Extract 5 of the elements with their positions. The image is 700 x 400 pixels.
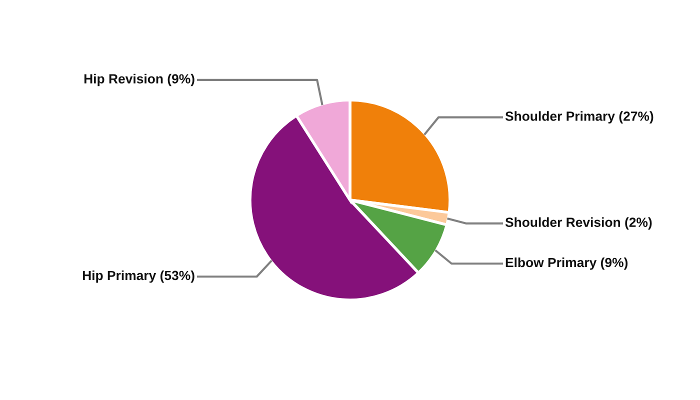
slice-label: Elbow Primary (9%) (506, 257, 628, 270)
slice-label: Shoulder Revision (2%) (505, 217, 652, 230)
slice-label: Shoulder Primary (27%) (505, 111, 654, 124)
slice-label: Hip Revision (9%) (84, 74, 194, 86)
slice-label: Hip Primary (53%) (82, 270, 194, 283)
